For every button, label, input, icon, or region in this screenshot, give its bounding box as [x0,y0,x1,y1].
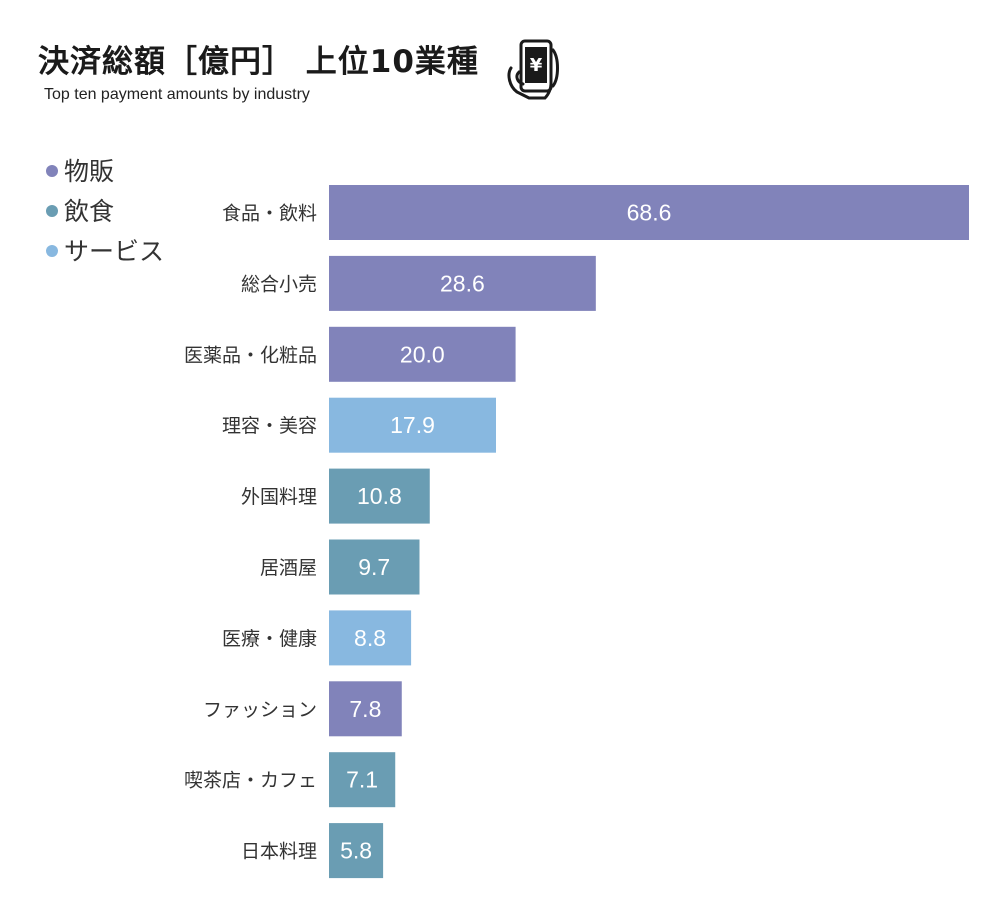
value-label-0: 68.6 [627,200,672,226]
value-label-2: 20.0 [400,341,445,367]
bar-4 [329,468,430,524]
value-label-9: 5.8 [340,838,372,864]
legend-label-services: サービス [64,237,165,266]
legend-item-services: サービス [46,230,164,270]
chart-legend: 物販 飲食 サービス [46,150,164,270]
category-label-1: 総合小売 [241,273,317,295]
legend-label-food-service: 飲食 [64,197,115,226]
legend-label-goods: 物販 [64,157,115,186]
bar-6 [329,610,412,666]
category-label-9: 日本料理 [241,841,317,863]
legend-item-goods: 物販 [46,150,164,190]
bar-9 [329,823,384,879]
value-label-8: 7.1 [346,767,378,793]
svg-text:¥: ¥ [530,55,543,76]
value-label-7: 7.8 [349,696,381,722]
category-label-4: 外国料理 [241,486,317,508]
bar-7 [329,681,402,737]
value-label-6: 8.8 [354,625,386,651]
value-label-4: 10.8 [357,483,402,509]
category-label-6: 医療・健康 [222,628,317,650]
smartphone-yen-payment-icon: ¥ [507,39,559,100]
category-label-8: 喫茶店・カフェ [184,770,317,792]
bar-2 [329,326,516,382]
category-label-2: 医薬品・化粧品 [184,344,317,366]
legend-dot-food-service [46,205,58,217]
category-label-5: 居酒屋 [260,557,317,579]
value-label-3: 17.9 [390,412,435,438]
bar-0 [329,185,969,240]
legend-dot-services [46,245,58,257]
bar-3 [329,397,496,453]
category-label-3: 理容・美容 [222,415,317,437]
category-label-7: ファッション [203,699,317,721]
chart-title: 決済総額［億円］ 上位10業種 [38,44,479,80]
bar-8 [329,752,396,808]
bar-5 [329,539,420,595]
legend-dot-goods [46,165,58,177]
category-label-0: 食品・飲料 [222,203,317,225]
value-label-1: 28.6 [440,270,485,296]
legend-item-food-service: 飲食 [46,190,164,230]
value-label-5: 9.7 [358,554,390,580]
chart-subtitle: Top ten payment amounts by industry [44,86,310,103]
bar-1 [329,255,596,311]
